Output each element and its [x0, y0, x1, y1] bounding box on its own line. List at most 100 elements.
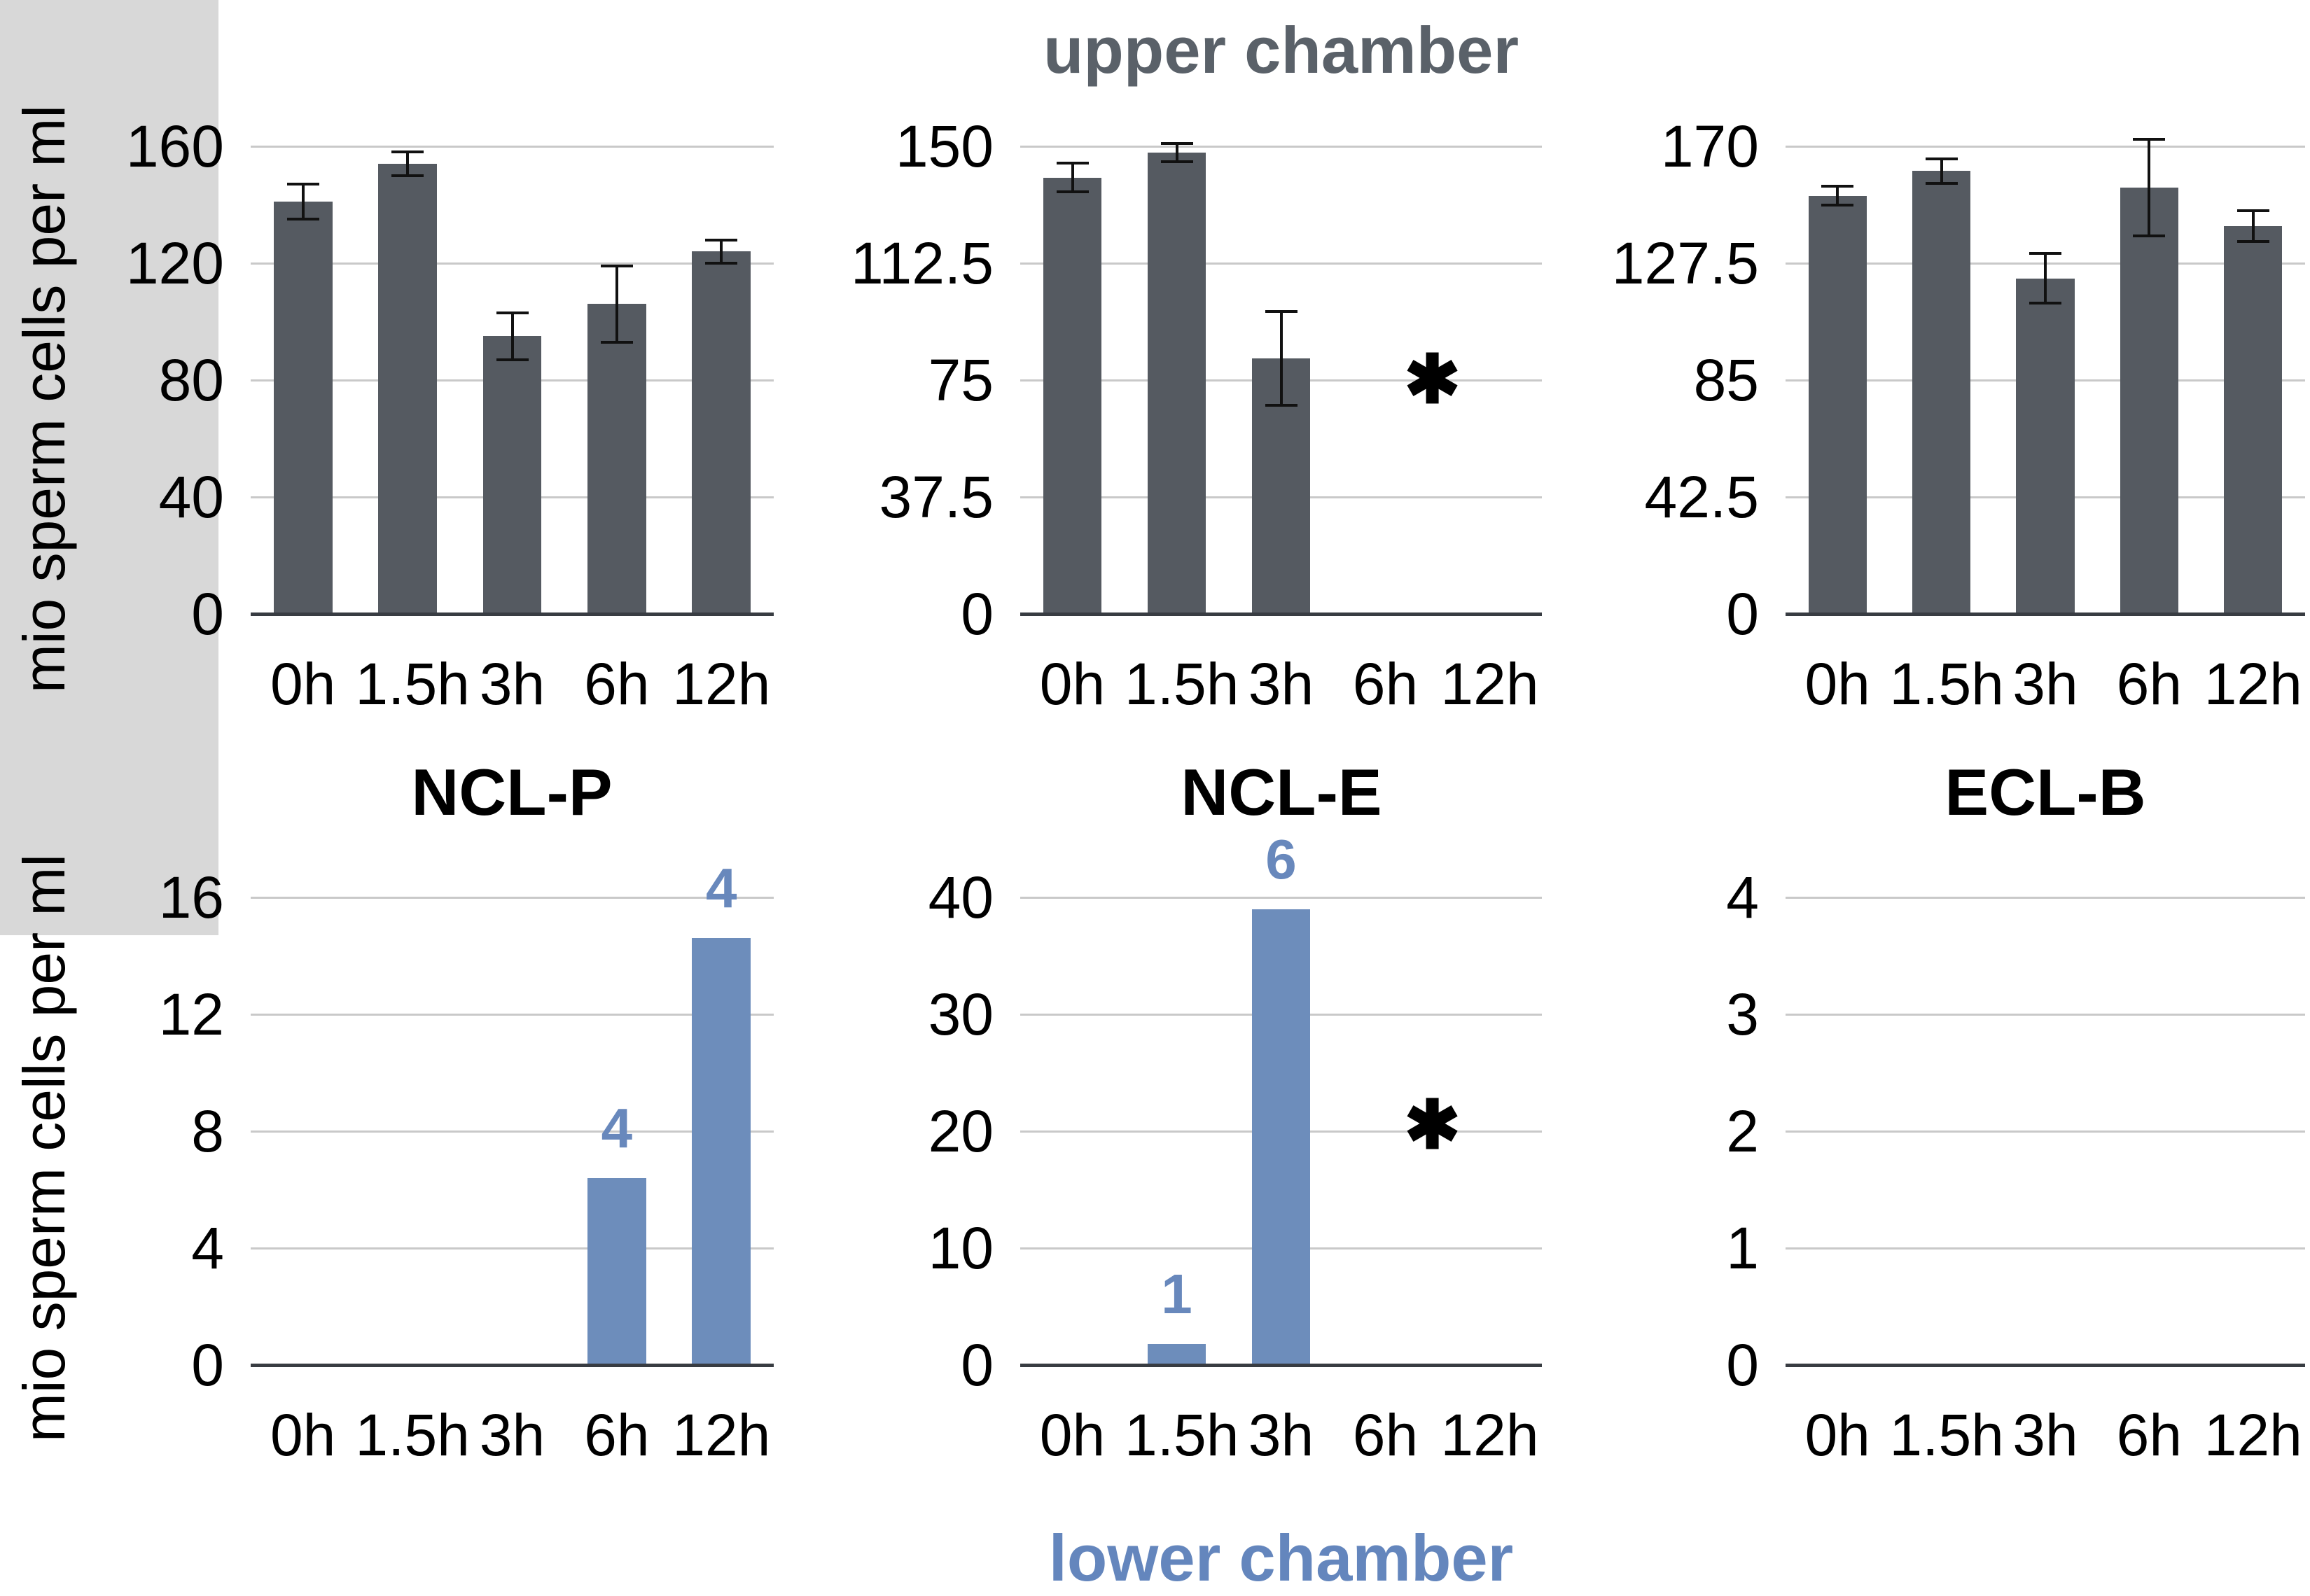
- gridline: [251, 896, 774, 899]
- y-tick-label: 85: [1693, 347, 1759, 413]
- y-tick-label: 8: [191, 1098, 224, 1164]
- error-bar-cap-top: [391, 150, 424, 154]
- x-tick-label: 3h: [1248, 651, 1314, 717]
- error-bar-cap-bottom: [1160, 160, 1193, 164]
- x-axis-line: [251, 1364, 774, 1367]
- x-tick-label: 6h: [1352, 1402, 1419, 1468]
- error-bar-0h: [301, 184, 305, 220]
- y-tick-label: 120: [125, 230, 224, 296]
- bar-6h: [587, 1177, 646, 1365]
- error-bar-1.5h: [406, 152, 410, 176]
- y-tick-label: 37.5: [879, 464, 994, 530]
- x-axis-line: [1786, 612, 2305, 616]
- y-tick-label: 0: [191, 1332, 224, 1398]
- error-bar-cap-bottom: [2236, 239, 2269, 243]
- y-tick-label: 0: [191, 581, 224, 647]
- bar-1.5h: [378, 164, 437, 614]
- error-bar-cap-top: [1265, 310, 1297, 314]
- bar-12h: [2224, 225, 2283, 614]
- error-bar-cap-bottom: [705, 262, 738, 265]
- x-tick-label: 1.5h: [355, 651, 470, 717]
- error-bar-0h: [1071, 163, 1074, 192]
- error-bar-cap-top: [1925, 157, 1958, 160]
- error-bar-cap-top: [1056, 162, 1089, 165]
- bar-count-label: 4: [601, 1096, 633, 1159]
- x-tick-label: 6h: [584, 1402, 650, 1468]
- y-tick-label: 170: [1660, 113, 1759, 179]
- y-tick-label: 0: [961, 581, 994, 647]
- error-bar-cap-bottom: [1925, 182, 1958, 186]
- bar-1.5h: [1147, 152, 1206, 614]
- y-tick-label: 150: [895, 113, 994, 179]
- error-bar-cap-top: [2029, 252, 2061, 255]
- error-bar-cap-bottom: [2133, 234, 2166, 237]
- bar-6h: [2120, 187, 2178, 614]
- y-tick-label: 20: [928, 1098, 994, 1164]
- gridline: [1786, 145, 2305, 148]
- bar-3h: [1251, 909, 1311, 1365]
- x-tick-label: 12h: [1440, 651, 1539, 717]
- x-axis-line: [251, 612, 774, 616]
- error-bar-cap-bottom: [391, 174, 424, 177]
- x-tick-label: 1.5h: [1125, 651, 1239, 717]
- x-tick-label: 0h: [270, 1402, 336, 1468]
- gridline: [1786, 896, 2305, 899]
- x-tick-label: 12h: [672, 1402, 771, 1468]
- gridline: [1786, 1130, 2305, 1133]
- bar-count-label: 6: [1265, 827, 1297, 890]
- gridline: [251, 1130, 774, 1133]
- x-tick-label: 6h: [1352, 651, 1419, 717]
- error-bar-cap-top: [1160, 141, 1193, 145]
- y-tick-label: 2: [1726, 1098, 1759, 1164]
- x-tick-label: 6h: [584, 651, 650, 717]
- error-bar-cap-bottom: [2029, 301, 2061, 304]
- group-title-ecl-b: ECL-B: [1944, 755, 2146, 829]
- gridline: [251, 262, 774, 265]
- x-tick-label: 12h: [2204, 651, 2302, 717]
- x-tick-label: 6h: [2116, 1402, 2183, 1468]
- error-bar-12h: [2251, 211, 2255, 241]
- gridline: [251, 1247, 774, 1250]
- error-bar-cap-bottom: [496, 358, 529, 361]
- y-tick-label: 12: [158, 981, 224, 1047]
- y-tick-label: 0: [1726, 1332, 1759, 1398]
- error-bar-cap-bottom: [1265, 403, 1297, 407]
- y-tick-label: 40: [158, 464, 224, 530]
- y-tick-label: 42.5: [1644, 464, 1760, 530]
- error-bar-0h: [1836, 186, 1839, 206]
- gridline: [251, 145, 774, 148]
- error-bar-cap-top: [705, 238, 738, 241]
- x-tick-label: 3h: [2012, 1402, 2078, 1468]
- chart-lower-middle: 40 30 20 10 0 1 6 ✱ 0h 1.5h 3h 6h 12h: [0, 468, 2310, 1468]
- x-tick-label: 1.5h: [1889, 651, 2004, 717]
- y-tick-label: 16: [158, 864, 224, 930]
- x-tick-label: 1.5h: [355, 1402, 470, 1468]
- error-bar-6h: [615, 266, 618, 342]
- y-tick-label: 10: [928, 1215, 994, 1281]
- bar-count-label: 4: [706, 857, 737, 920]
- error-bar-cap-top: [1821, 184, 1854, 188]
- bar-3h: [482, 336, 542, 614]
- error-bar-1.5h: [1940, 158, 1943, 184]
- error-bar-cap-top: [2133, 138, 2166, 141]
- gridline: [1786, 1247, 2305, 1250]
- gridline: [1020, 145, 1542, 148]
- bar-12h: [692, 251, 751, 614]
- gridline: [251, 1013, 774, 1016]
- x-axis-line: [1020, 1364, 1542, 1367]
- error-bar-cap-bottom: [1821, 204, 1854, 207]
- significance-asterisk: ✱: [1404, 342, 1461, 417]
- group-title-ncl-e: NCL-E: [1181, 755, 1382, 829]
- bar-0h: [273, 202, 333, 614]
- upper-chamber-title: upper chamber: [1043, 13, 1519, 87]
- excluded-region: [0, 0, 219, 468]
- error-bar-6h: [2148, 139, 2151, 236]
- x-tick-label: 0h: [1804, 1402, 1870, 1468]
- bar-count-label: 1: [1161, 1262, 1192, 1325]
- y-tick-label: 160: [125, 113, 224, 179]
- y-tick-label: 3: [1726, 981, 1759, 1047]
- x-tick-label: 3h: [1248, 1402, 1314, 1468]
- bar-0h: [1043, 177, 1102, 614]
- y-tick-label: 1: [1726, 1215, 1759, 1281]
- bar-6h: [587, 304, 646, 614]
